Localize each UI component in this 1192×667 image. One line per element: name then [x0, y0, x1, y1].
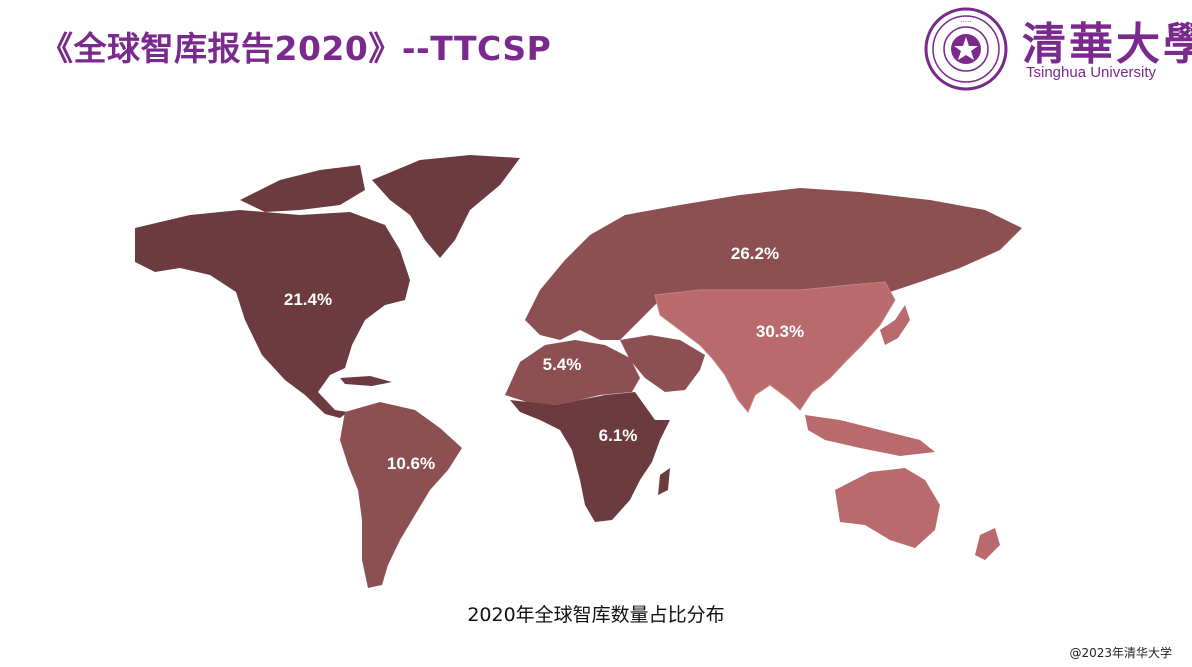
region-south-america [340, 402, 462, 588]
svg-text:·····: ····· [960, 18, 971, 26]
region-sub-saharan-africa [510, 392, 670, 522]
slide-title: 《全球智库报告2020》--TTCSP [40, 29, 552, 68]
arctic-islands-shape [240, 165, 365, 212]
region-north-america [135, 210, 410, 418]
japan-shape [880, 305, 910, 345]
label-south-america: 10.6% [387, 454, 435, 473]
tsinghua-logo: ····· 清華大學 Tsinghua University [918, 6, 1192, 92]
middle-east-shape [620, 335, 705, 392]
southeast-asia-shape [805, 415, 935, 456]
copyright-note: @2023年清华大学 [1069, 646, 1172, 660]
region-mena [505, 340, 640, 405]
label-north-america: 21.4% [284, 290, 332, 309]
label-europe: 26.2% [731, 244, 779, 263]
madagascar-shape [658, 468, 670, 495]
new-zealand-shape [975, 528, 1000, 560]
university-name-cn: 清華大學 [1022, 19, 1192, 70]
australia-shape [835, 468, 940, 548]
label-mena: 5.4% [543, 355, 582, 374]
label-sub-saharan-africa: 6.1% [599, 426, 638, 445]
greenland-shape [372, 155, 520, 258]
region-europe [525, 188, 1022, 340]
university-name-en: Tsinghua University [1026, 64, 1157, 81]
university-seal-icon: ····· [924, 7, 1008, 91]
caribbean-shape [340, 376, 392, 386]
region-asia [654, 281, 896, 413]
label-asia: 30.3% [756, 322, 804, 341]
map-caption: 2020年全球智库数量占比分布 [467, 604, 725, 626]
